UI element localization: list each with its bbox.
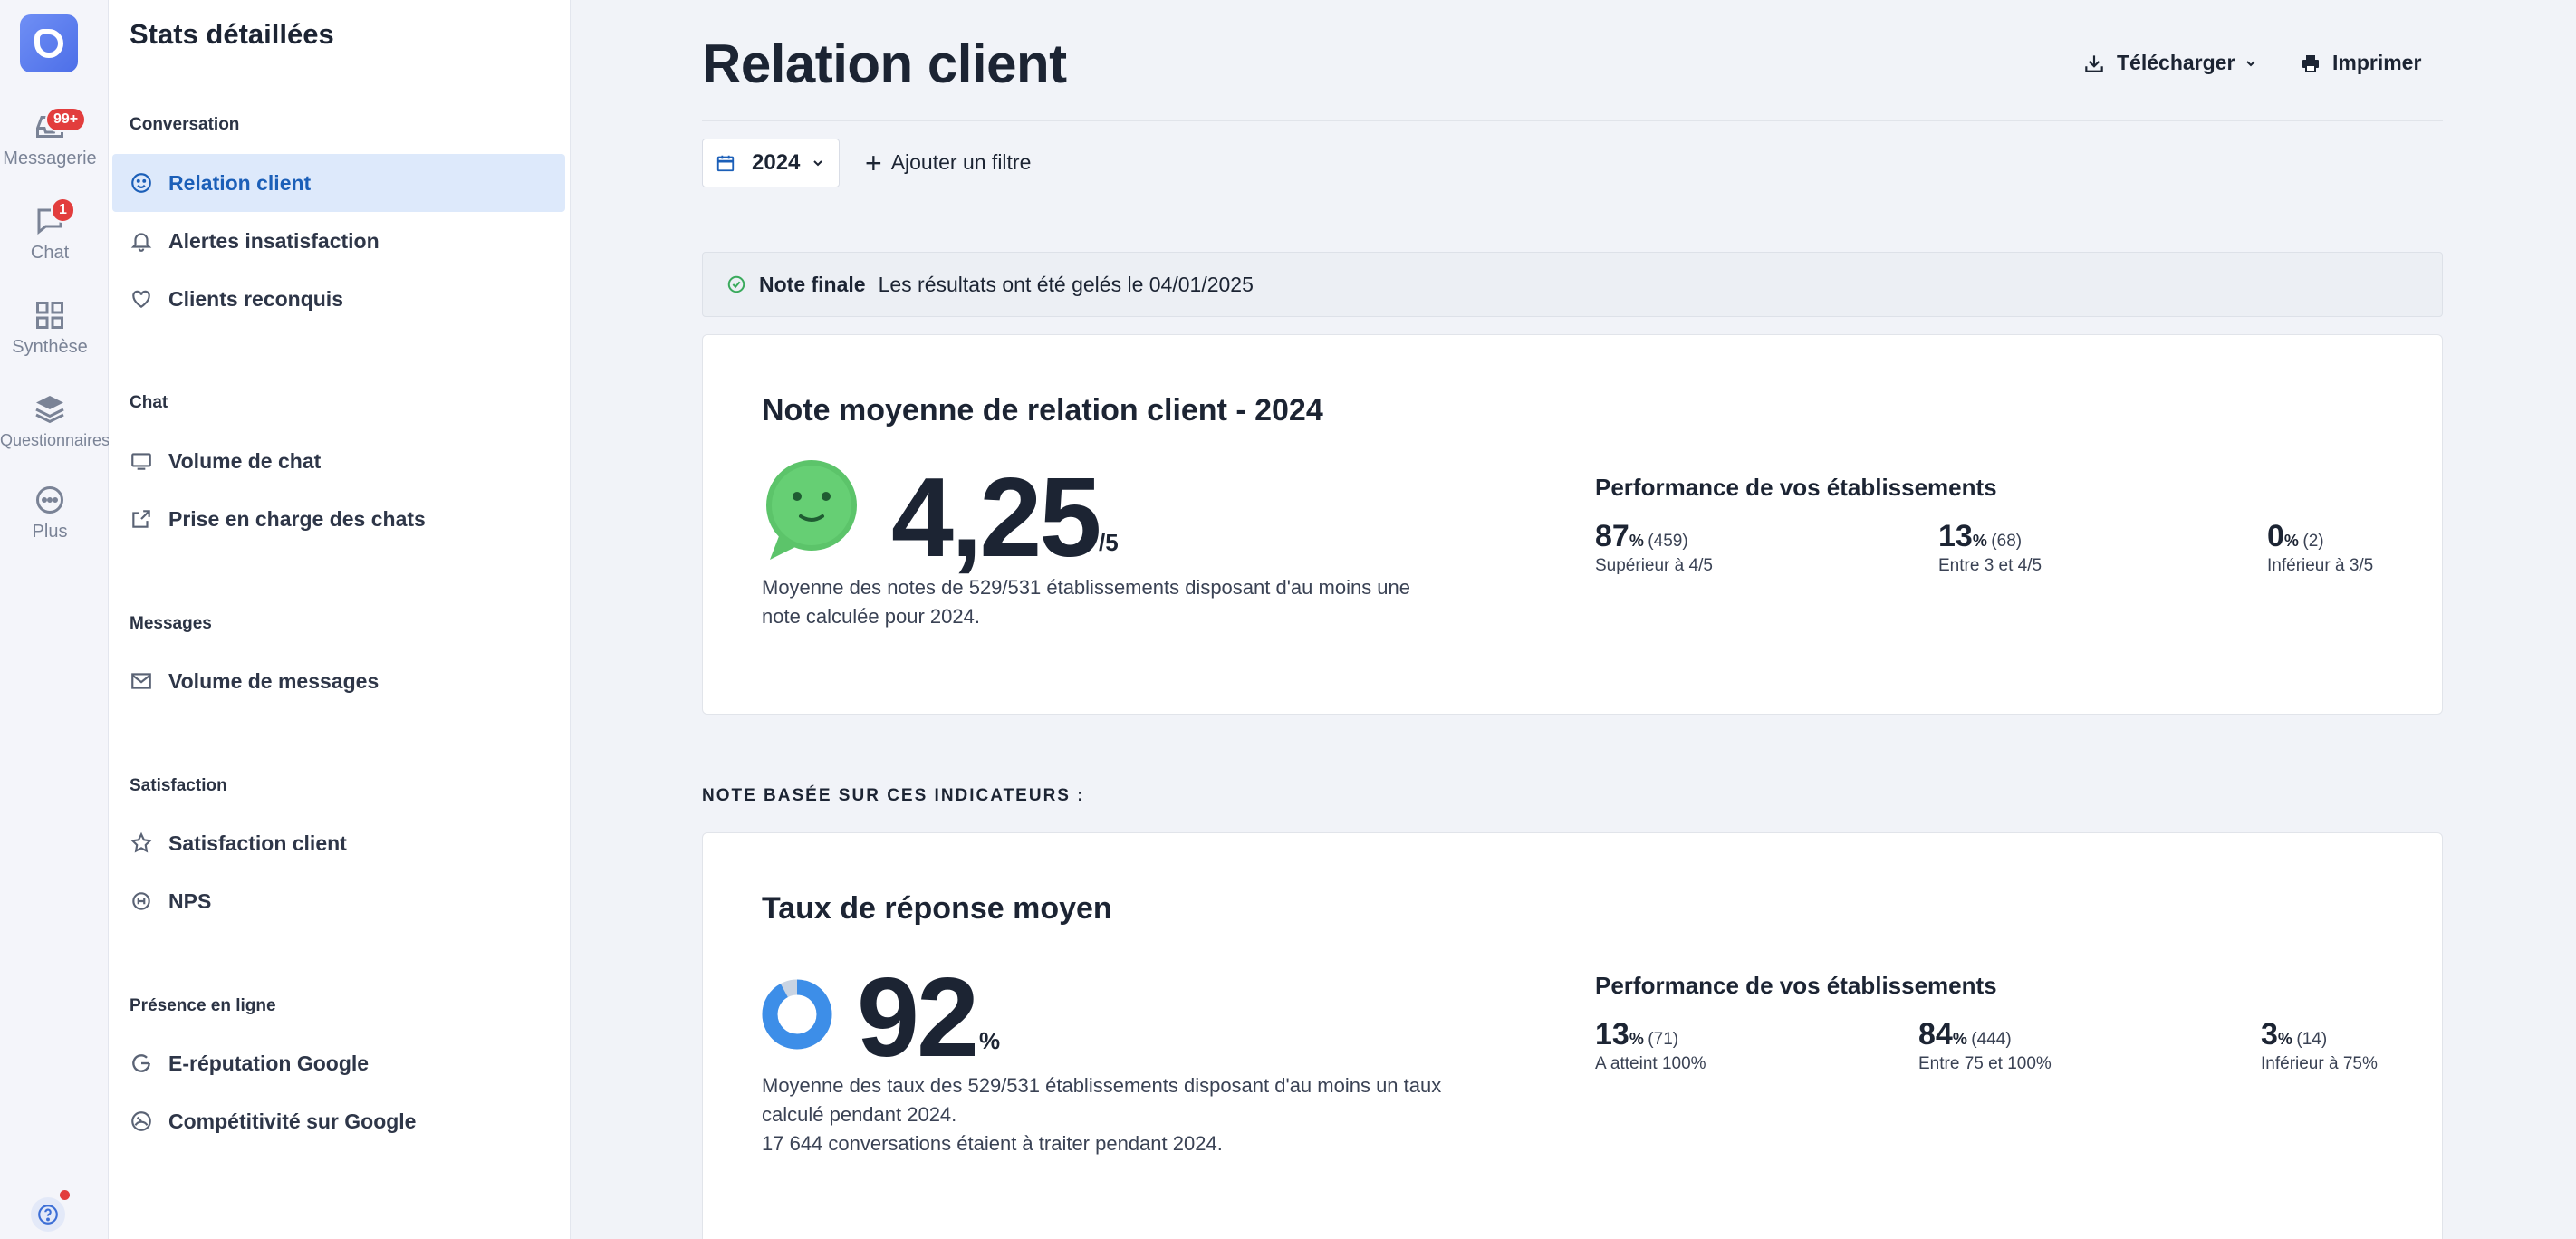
stat-between-3-4: 13% (68) Entre 3 et 4/5 <box>1938 519 2043 575</box>
star-icon <box>130 831 152 853</box>
nps-badge-icon <box>132 892 150 910</box>
share-icon <box>132 510 150 528</box>
section-title-satisfaction: Satisfaction <box>130 776 227 795</box>
more-icon <box>36 486 63 514</box>
sidebar-item-e-reputation[interactable]: E-réputation Google <box>112 1034 565 1092</box>
sidebar-item-nps[interactable]: NPS <box>112 872 565 930</box>
smiley-icon <box>131 173 151 193</box>
year-select[interactable]: 2024 <box>702 139 840 187</box>
print-button[interactable]: Imprimer <box>2300 51 2421 75</box>
rail-item-questionnaires[interactable]: Questionnaires <box>0 393 110 450</box>
response-donut <box>762 979 832 1050</box>
score-value: 4,25 <box>891 456 1101 581</box>
google-icon <box>132 1054 150 1072</box>
grid-icon <box>36 302 63 329</box>
banner-text: Les résultats ont été gelés le 04/01/202… <box>878 272 1254 296</box>
response-rate-card: Taux de réponse moyen 92 % Moyenne des t… <box>702 832 2443 1239</box>
layers-icon <box>35 396 64 424</box>
rail-label: Synthèse <box>12 337 88 357</box>
help-button[interactable] <box>31 1197 65 1232</box>
response-unit: % <box>979 1027 1001 1054</box>
app-logo[interactable] <box>20 14 78 72</box>
section-title-conversation: Conversation <box>130 115 240 134</box>
card-title: Note moyenne de relation client - 2024 <box>762 393 1323 427</box>
sidebar-item-prise-en-charge[interactable]: Prise en charge des chats <box>112 490 565 548</box>
indicators-label: NOTE BASÉE SUR CES INDICATEURS : <box>702 786 1085 805</box>
rail-label: Messagerie <box>3 149 97 168</box>
notification-dot <box>60 1190 70 1200</box>
stat-reached-100: 13% (71) A atteint 100% <box>1595 1017 1706 1073</box>
main-content: Relation client Télécharger Imprimer 202… <box>572 0 2576 1239</box>
section-title-messages: Messages <box>130 614 212 633</box>
rail-label: Chat <box>30 243 70 263</box>
check-circle-icon <box>727 275 745 293</box>
rail-item-synthese[interactable]: Synthèse <box>0 299 100 358</box>
final-note-banner: Note finale Les résultats ont été gelés … <box>702 252 2443 317</box>
help-icon <box>38 1205 58 1225</box>
rail-item-plus[interactable]: Plus <box>0 484 100 543</box>
score-card: Note moyenne de relation client - 2024 4… <box>702 334 2443 715</box>
sidebar-title: Stats détaillées <box>130 18 334 50</box>
monitor-chat-icon <box>131 453 151 470</box>
response-description: Moyenne des taux des 529/531 établisseme… <box>762 1074 1442 1155</box>
response-value: 92 <box>857 956 979 1081</box>
heart-handshake-icon <box>132 290 150 308</box>
header-divider <box>702 120 2443 121</box>
score-description: Moyenne des notes de 529/531 établisseme… <box>762 576 1411 628</box>
download-icon <box>2085 54 2103 72</box>
sidebar-item-relation-client[interactable]: Relation client <box>112 154 565 212</box>
add-filter-button[interactable]: + Ajouter un filtre <box>865 146 1032 179</box>
performance-title: Performance de vos établissements <box>1595 474 1997 501</box>
rail-label: Questionnaires <box>0 431 111 449</box>
chat-badge: 1 <box>51 197 75 223</box>
stats-sidebar: Stats détaillées Conversation Relation c… <box>109 0 571 1239</box>
section-title-presence: Présence en ligne <box>130 996 276 1015</box>
plus-icon: + <box>865 146 882 179</box>
chevron-down-icon <box>813 160 823 167</box>
stat-between-75-100: 84% (444) Entre 75 et 100% <box>1918 1017 2052 1073</box>
performance-title: Performance de vos établissements <box>1595 972 1997 999</box>
unread-badge: 99+ <box>45 107 87 132</box>
rail-item-messagerie[interactable]: Messagerie 99+ <box>0 107 100 169</box>
bell-icon <box>130 233 152 252</box>
gauge-icon <box>131 1111 151 1131</box>
sidebar-item-satisfaction-client[interactable]: Satisfaction client <box>112 814 565 872</box>
calendar-icon <box>716 155 735 172</box>
banner-title: Note finale <box>759 272 866 296</box>
download-button[interactable]: Télécharger <box>2082 51 2258 75</box>
sidebar-item-volume-chat[interactable]: Volume de chat <box>112 432 565 490</box>
sidebar-item-competitivite[interactable]: Compétitivité sur Google <box>112 1092 565 1150</box>
stat-above-4: 87% (459) Supérieur à 4/5 <box>1595 519 1713 575</box>
printer-icon <box>2302 54 2319 72</box>
section-title-chat: Chat <box>130 393 168 412</box>
rail-item-chat[interactable]: Chat 1 <box>0 197 100 264</box>
stat-below-75: 3% (14) Inférieur à 75% <box>2261 1017 2378 1073</box>
smiley-chat-icon <box>766 460 857 560</box>
sidebar-item-volume-messages[interactable]: Volume de messages <box>112 652 565 710</box>
chevron-down-icon <box>2246 60 2256 66</box>
envelope-icon <box>131 673 151 689</box>
page-title: Relation client <box>702 34 1067 94</box>
sidebar-item-alertes[interactable]: Alertes insatisfaction <box>112 212 565 270</box>
rail-label: Plus <box>32 522 68 542</box>
card-title: Taux de réponse moyen <box>762 891 1112 926</box>
sidebar-item-clients-reconquis[interactable]: Clients reconquis <box>112 270 565 328</box>
stat-below-3: 0% (2) Inférieur à 3/5 <box>2267 519 2374 575</box>
score-unit: /5 <box>1099 529 1119 556</box>
icon-rail: Messagerie 99+ Chat 1 Synthèse Questionn… <box>0 0 110 1239</box>
